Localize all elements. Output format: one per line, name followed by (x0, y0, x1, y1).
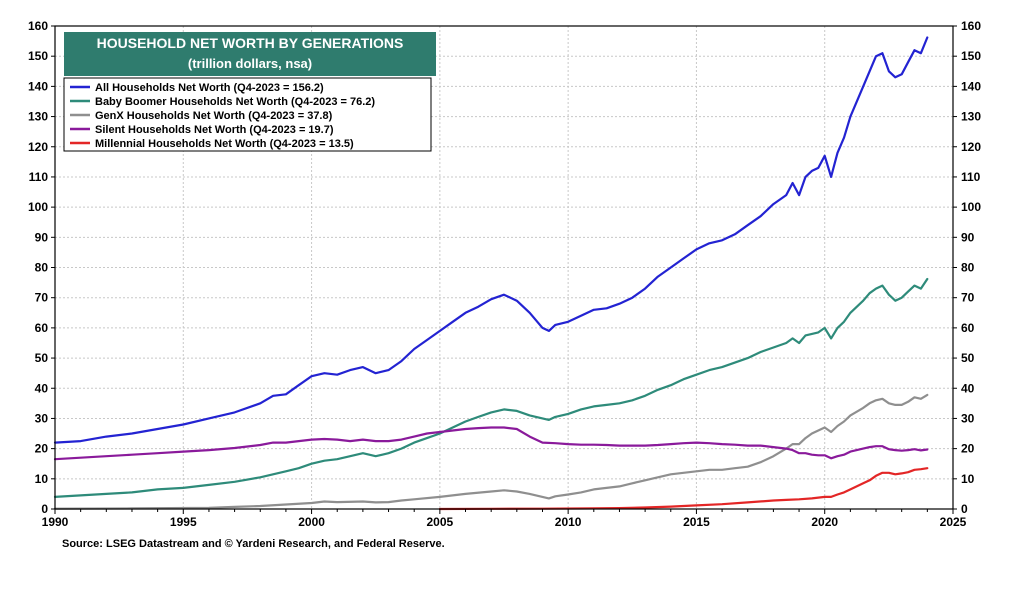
series-line-millennial (438, 467, 929, 511)
y-tick-label-left: 120 (28, 140, 48, 154)
legend-entry: All Households Net Worth (Q4-2023 = 156.… (70, 82, 324, 94)
y-tick-label-right: 30 (961, 411, 975, 425)
legend-label: Silent Households Net Worth (Q4-2023 = 1… (95, 124, 334, 136)
series-line-baby (53, 277, 929, 498)
y-tick-label-right: 150 (961, 49, 981, 63)
y-tick-label-left: 40 (35, 381, 49, 395)
y-tick-label-right: 130 (961, 110, 981, 124)
x-tick-label: 2010 (555, 515, 582, 529)
y-tick-label-left: 0 (41, 502, 48, 516)
legend: All Households Net Worth (Q4-2023 = 156.… (63, 77, 432, 152)
y-tick-label-right: 120 (961, 140, 981, 154)
y-tick-label-left: 70 (35, 291, 49, 305)
y-tick-label-left: 10 (35, 472, 49, 486)
y-tick-label-right: 80 (961, 261, 975, 275)
y-tick-label-right: 10 (961, 472, 975, 486)
y-tick-label-right: 90 (961, 230, 975, 244)
x-tick-label: 2020 (811, 515, 838, 529)
legend-label: All Households Net Worth (Q4-2023 = 156.… (95, 82, 324, 94)
y-tick-label-right: 0 (961, 502, 968, 516)
y-tick-label-left: 130 (28, 110, 48, 124)
y-tick-label-right: 160 (961, 19, 981, 33)
y-tick-label-left: 50 (35, 351, 49, 365)
series-line-genx (53, 393, 929, 510)
legend-entry: Baby Boomer Households Net Worth (Q4-202… (70, 96, 375, 108)
x-tick-label: 2005 (427, 515, 454, 529)
y-tick-label-left: 20 (35, 442, 49, 456)
series-line-silent (53, 426, 929, 461)
y-tick-label-right: 70 (961, 291, 975, 305)
y-tick-label-right: 100 (961, 200, 981, 214)
legend-entry: Silent Households Net Worth (Q4-2023 = 1… (70, 124, 334, 136)
chart-subtitle: (trillion dollars, nsa) (188, 56, 312, 71)
series-lines (53, 36, 929, 511)
y-tick-label-left: 60 (35, 321, 49, 335)
legend-label: Millennial Households Net Worth (Q4-2023… (95, 138, 354, 150)
y-tick-label-left: 90 (35, 230, 49, 244)
legend-label: Baby Boomer Households Net Worth (Q4-202… (95, 96, 375, 108)
series-line-all (53, 36, 929, 444)
y-tick-label-left: 30 (35, 411, 49, 425)
x-tick-label: 1990 (42, 515, 69, 529)
legend-label: GenX Households Net Worth (Q4-2023 = 37.… (95, 110, 333, 122)
legend-box (63, 77, 432, 152)
x-tick-label: 1995 (170, 515, 197, 529)
x-tick-label: 2000 (298, 515, 325, 529)
chart-title: HOUSEHOLD NET WORTH BY GENERATIONS (97, 35, 404, 51)
y-tick-label-right: 110 (961, 170, 981, 184)
y-tick-label-left: 100 (28, 200, 48, 214)
x-tick-label: 2025 (940, 515, 967, 529)
y-tick-label-left: 110 (29, 170, 49, 184)
title-box: HOUSEHOLD NET WORTH BY GENERATIONS (tril… (64, 32, 436, 76)
legend-entry: GenX Households Net Worth (Q4-2023 = 37.… (70, 110, 333, 122)
y-tick-label-right: 40 (961, 381, 975, 395)
y-tick-label-right: 20 (961, 442, 975, 456)
title-background (64, 32, 436, 76)
y-tick-label-left: 160 (28, 19, 48, 33)
y-tick-label-left: 150 (28, 49, 48, 63)
x-tick-label: 2015 (683, 515, 710, 529)
y-tick-label-right: 50 (961, 351, 975, 365)
y-tick-label-right: 60 (961, 321, 975, 335)
y-tick-label-left: 140 (28, 79, 48, 93)
y-tick-label-right: 140 (961, 79, 981, 93)
legend-entry: Millennial Households Net Worth (Q4-2023… (70, 138, 354, 150)
source-note: Source: LSEG Datastream and © Yardeni Re… (62, 538, 445, 550)
y-tick-label-left: 80 (35, 261, 49, 275)
